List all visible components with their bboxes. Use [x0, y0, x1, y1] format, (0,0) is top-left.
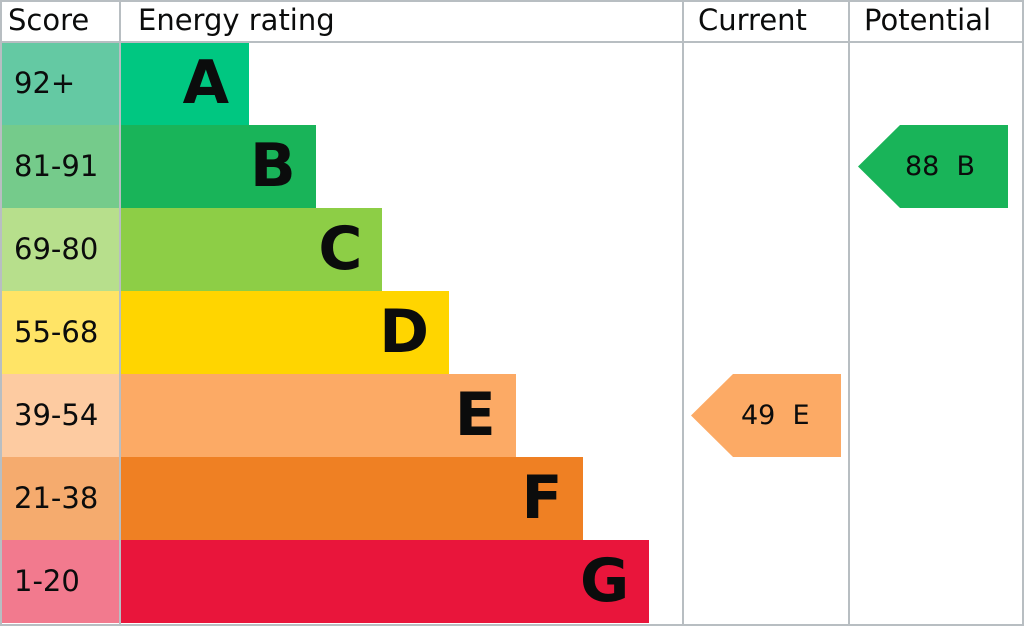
grid-line	[0, 0, 2, 626]
grid-line	[0, 0, 1024, 2]
score-range-d: 55-68	[0, 291, 120, 374]
grid-line	[848, 0, 850, 626]
score-range-f: 21-38	[0, 457, 120, 540]
energy-rating-header: Energy rating	[138, 3, 335, 37]
grid-line	[1022, 0, 1024, 626]
rating-bar-a: A	[120, 42, 249, 125]
rating-bar-g: G	[120, 540, 650, 623]
score-range-g: 1-20	[0, 540, 120, 623]
current-rating-label: 49 E	[741, 400, 810, 431]
rating-bar-c: C	[120, 208, 383, 291]
score-range-e: 39-54	[0, 374, 120, 457]
potential-header: Potential	[864, 3, 992, 37]
score-header: Score	[8, 3, 90, 37]
grid-line	[682, 0, 684, 626]
current-header: Current	[698, 3, 807, 37]
current-rating-arrow: 49 E	[691, 374, 841, 457]
potential-rating-label: 88 B	[905, 151, 976, 182]
rating-bar-e: E	[120, 374, 516, 457]
score-range-a: 92+	[0, 42, 120, 125]
grid-line	[119, 0, 121, 626]
grid-line	[0, 41, 1024, 43]
potential-rating-arrow: 88 B	[858, 125, 1008, 208]
grid-line	[0, 624, 1024, 626]
score-range-c: 69-80	[0, 208, 120, 291]
current-arrow-shape	[691, 374, 841, 457]
rating-bar-b: B	[120, 125, 316, 208]
potential-arrow-shape	[858, 125, 1008, 208]
rating-bar-d: D	[120, 291, 450, 374]
rating-bar-f: F	[120, 457, 583, 540]
score-range-b: 81-91	[0, 125, 120, 208]
